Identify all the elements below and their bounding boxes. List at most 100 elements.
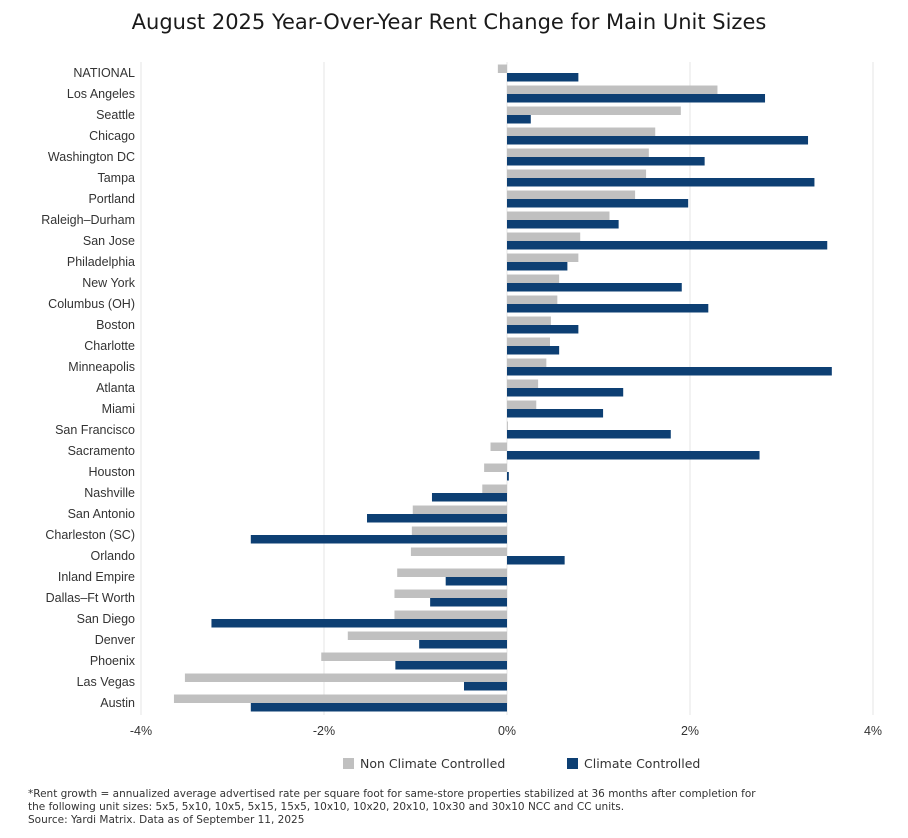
- x-tick-label: -4%: [130, 724, 152, 738]
- x-axis-ticks: -4% -2% 0% 2% 4%: [130, 724, 882, 738]
- bar-climate: [430, 598, 507, 607]
- category-label: Charlotte: [84, 339, 135, 353]
- category-label: Minneapolis: [68, 360, 135, 374]
- bar-climate: [445, 577, 507, 586]
- category-label: Phoenix: [90, 654, 136, 668]
- category-label: Sacramento: [68, 444, 135, 458]
- bar-climate: [431, 493, 507, 502]
- bar-non-climate: [507, 295, 558, 304]
- bar-climate: [507, 283, 682, 292]
- bar-climate: [507, 94, 766, 103]
- bar-non-climate: [412, 505, 507, 514]
- bar-climate: [507, 262, 568, 271]
- category-label: Houston: [88, 465, 135, 479]
- bar-non-climate: [411, 526, 507, 535]
- category-label: Miami: [102, 402, 135, 416]
- bar-non-climate: [507, 85, 718, 94]
- bar-non-climate: [507, 169, 647, 178]
- category-label: NATIONAL: [73, 66, 135, 80]
- bar-climate: [250, 535, 508, 544]
- bar-non-climate: [490, 442, 507, 451]
- category-label: Washington DC: [48, 150, 135, 164]
- bar-climate: [507, 220, 619, 229]
- x-tick-label: 4%: [864, 724, 882, 738]
- category-labels: NATIONAL Los Angeles Seattle Chicago Washing…: [41, 66, 136, 710]
- bar-climate: [507, 115, 531, 124]
- bar-climate: [507, 136, 809, 145]
- bar-climate: [507, 367, 832, 376]
- footnote-line-3: Source: Yardi Matrix. Data as of Septemb…: [28, 814, 305, 826]
- bar-climate: [507, 556, 565, 565]
- bar-climate: [507, 472, 509, 481]
- category-label: San Jose: [83, 234, 135, 248]
- bar-non-climate: [347, 631, 507, 640]
- bar-non-climate: [497, 64, 507, 73]
- bar-climate: [507, 430, 671, 439]
- category-label: Atlanta: [96, 381, 135, 395]
- legend-swatch-climate: [567, 758, 578, 769]
- category-label: Chicago: [89, 129, 135, 143]
- bar-non-climate: [397, 568, 507, 577]
- category-label: San Francisco: [55, 423, 135, 437]
- bar-climate: [419, 640, 507, 649]
- category-label: Austin: [100, 696, 135, 710]
- bar-climate: [507, 346, 560, 355]
- bar-non-climate: [173, 694, 507, 703]
- category-label: Charleston (SC): [45, 528, 135, 542]
- legend-swatch-non-climate: [343, 758, 354, 769]
- category-label: Dallas–Ft Worth: [46, 591, 135, 605]
- bar-non-climate: [507, 274, 560, 283]
- category-label: Inland Empire: [58, 570, 135, 584]
- bar-non-climate: [507, 106, 681, 115]
- bar-climate: [507, 451, 760, 460]
- category-label: Philadelphia: [67, 255, 135, 269]
- bar-non-climate: [394, 610, 507, 619]
- x-tick-label: 2%: [681, 724, 699, 738]
- legend-label-climate: Climate Controlled: [584, 756, 700, 771]
- bar-non-climate: [507, 253, 579, 262]
- category-label: San Antonio: [68, 507, 135, 521]
- footnote: *Rent growth = annualized average advert…: [28, 788, 888, 827]
- bar-non-climate: [507, 421, 508, 430]
- bar-non-climate: [410, 547, 507, 556]
- bar-non-climate: [507, 358, 547, 367]
- bar-non-climate: [184, 673, 508, 682]
- category-label: New York: [82, 276, 136, 290]
- category-label: Los Angeles: [67, 87, 135, 101]
- bar-non-climate: [507, 232, 581, 241]
- bar-non-climate: [507, 337, 551, 346]
- bar-climate: [395, 661, 507, 670]
- category-label: Las Vegas: [77, 675, 135, 689]
- bar-non-climate: [482, 484, 507, 493]
- category-label: Denver: [95, 633, 135, 647]
- bar-climate: [507, 199, 689, 208]
- category-label: Nashville: [84, 486, 135, 500]
- category-label: Raleigh–Durham: [41, 213, 135, 227]
- bar-climate: [463, 682, 507, 691]
- x-tick-label: 0%: [498, 724, 516, 738]
- bar-climate: [367, 514, 507, 523]
- bar-climate: [507, 388, 624, 397]
- bars: [173, 64, 832, 712]
- x-tick-label: -2%: [313, 724, 335, 738]
- legend-label-non-climate: Non Climate Controlled: [360, 756, 505, 771]
- bar-climate: [507, 241, 828, 250]
- bar-climate: [507, 304, 709, 313]
- category-label: Portland: [88, 192, 135, 206]
- bar-non-climate: [507, 148, 649, 157]
- legend: Non Climate Controlled Climate Controlle…: [343, 756, 700, 771]
- category-label: Columbus (OH): [48, 297, 135, 311]
- bar-non-climate: [507, 316, 551, 325]
- footnote-line-2: the following unit sizes: 5x5, 5x10, 10x…: [28, 801, 625, 813]
- bar-non-climate: [394, 589, 507, 598]
- chart: August 2025 Year-Over-Year Rent Change f…: [41, 10, 882, 771]
- category-label: Tampa: [97, 171, 135, 185]
- bar-non-climate: [507, 190, 636, 199]
- bar-non-climate: [507, 211, 610, 220]
- bar-climate: [507, 409, 604, 418]
- bar-non-climate: [484, 463, 507, 472]
- bar-non-climate: [507, 127, 656, 136]
- bar-non-climate: [321, 652, 507, 661]
- chart-title: August 2025 Year-Over-Year Rent Change f…: [132, 10, 767, 34]
- category-label: San Diego: [77, 612, 135, 626]
